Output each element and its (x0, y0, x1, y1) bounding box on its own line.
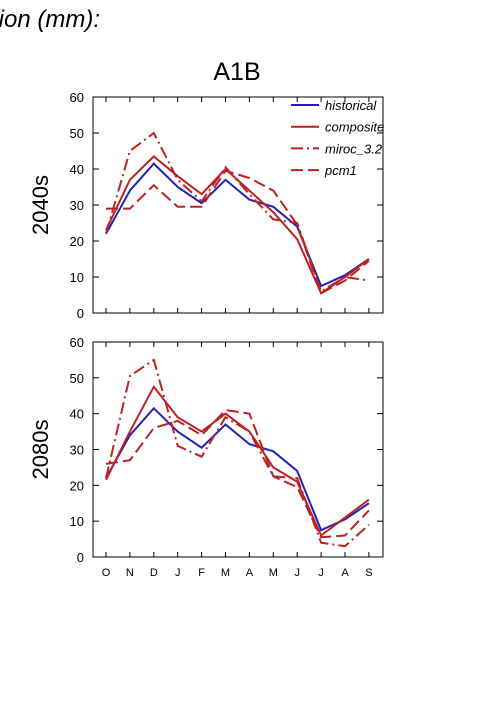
x-tick-label: M (221, 567, 230, 579)
y-tick-label: 0 (77, 550, 84, 565)
x-tick-label: M (269, 567, 278, 579)
line-series (106, 169, 370, 295)
line-series (105, 131, 370, 293)
x-tick-label: O (102, 567, 111, 579)
x-tick-label: J (318, 567, 324, 579)
y-tick-label: 10 (70, 270, 84, 285)
line-series (105, 406, 370, 532)
line-series (105, 358, 370, 548)
x-tick-label: J (175, 567, 181, 579)
y-tick-label: 40 (70, 162, 84, 177)
x-tick-label: A (246, 567, 254, 579)
y-tick-label: 30 (70, 443, 84, 458)
line-series (105, 384, 370, 538)
x-tick-label: D (150, 567, 158, 579)
y-tick-label: 50 (70, 126, 84, 141)
line-series (105, 409, 370, 539)
plot-frame (92, 341, 384, 558)
chart-title: A1B (213, 58, 260, 86)
page-title: tion (mm): (0, 6, 100, 33)
y-tick-label: 30 (70, 198, 84, 213)
x-tick-label: J (294, 567, 300, 579)
y-tick-label: 0 (77, 306, 84, 321)
x-tick-label: A (341, 567, 349, 579)
y-tick-label: 20 (70, 234, 84, 249)
y-tick-label: 60 (70, 90, 84, 105)
y-tick-label: 50 (70, 371, 84, 386)
x-tick-label: N (126, 567, 134, 579)
x-tick-label: S (365, 567, 372, 579)
y-axis-label: 2080s (28, 420, 53, 480)
legend-label: pcm1 (324, 163, 357, 178)
legend-label: composite (325, 120, 384, 135)
y-tick-label: 20 (70, 478, 84, 493)
y-axis-label: 2040s (28, 175, 53, 235)
y-tick-label: 40 (70, 407, 84, 422)
x-tick-label: F (198, 567, 205, 579)
legend-label: historical (325, 98, 377, 113)
legend-label: miroc_3.2 (325, 141, 383, 156)
y-tick-label: 10 (70, 514, 84, 529)
y-tick-label: 60 (70, 335, 84, 350)
line-series (105, 162, 370, 288)
